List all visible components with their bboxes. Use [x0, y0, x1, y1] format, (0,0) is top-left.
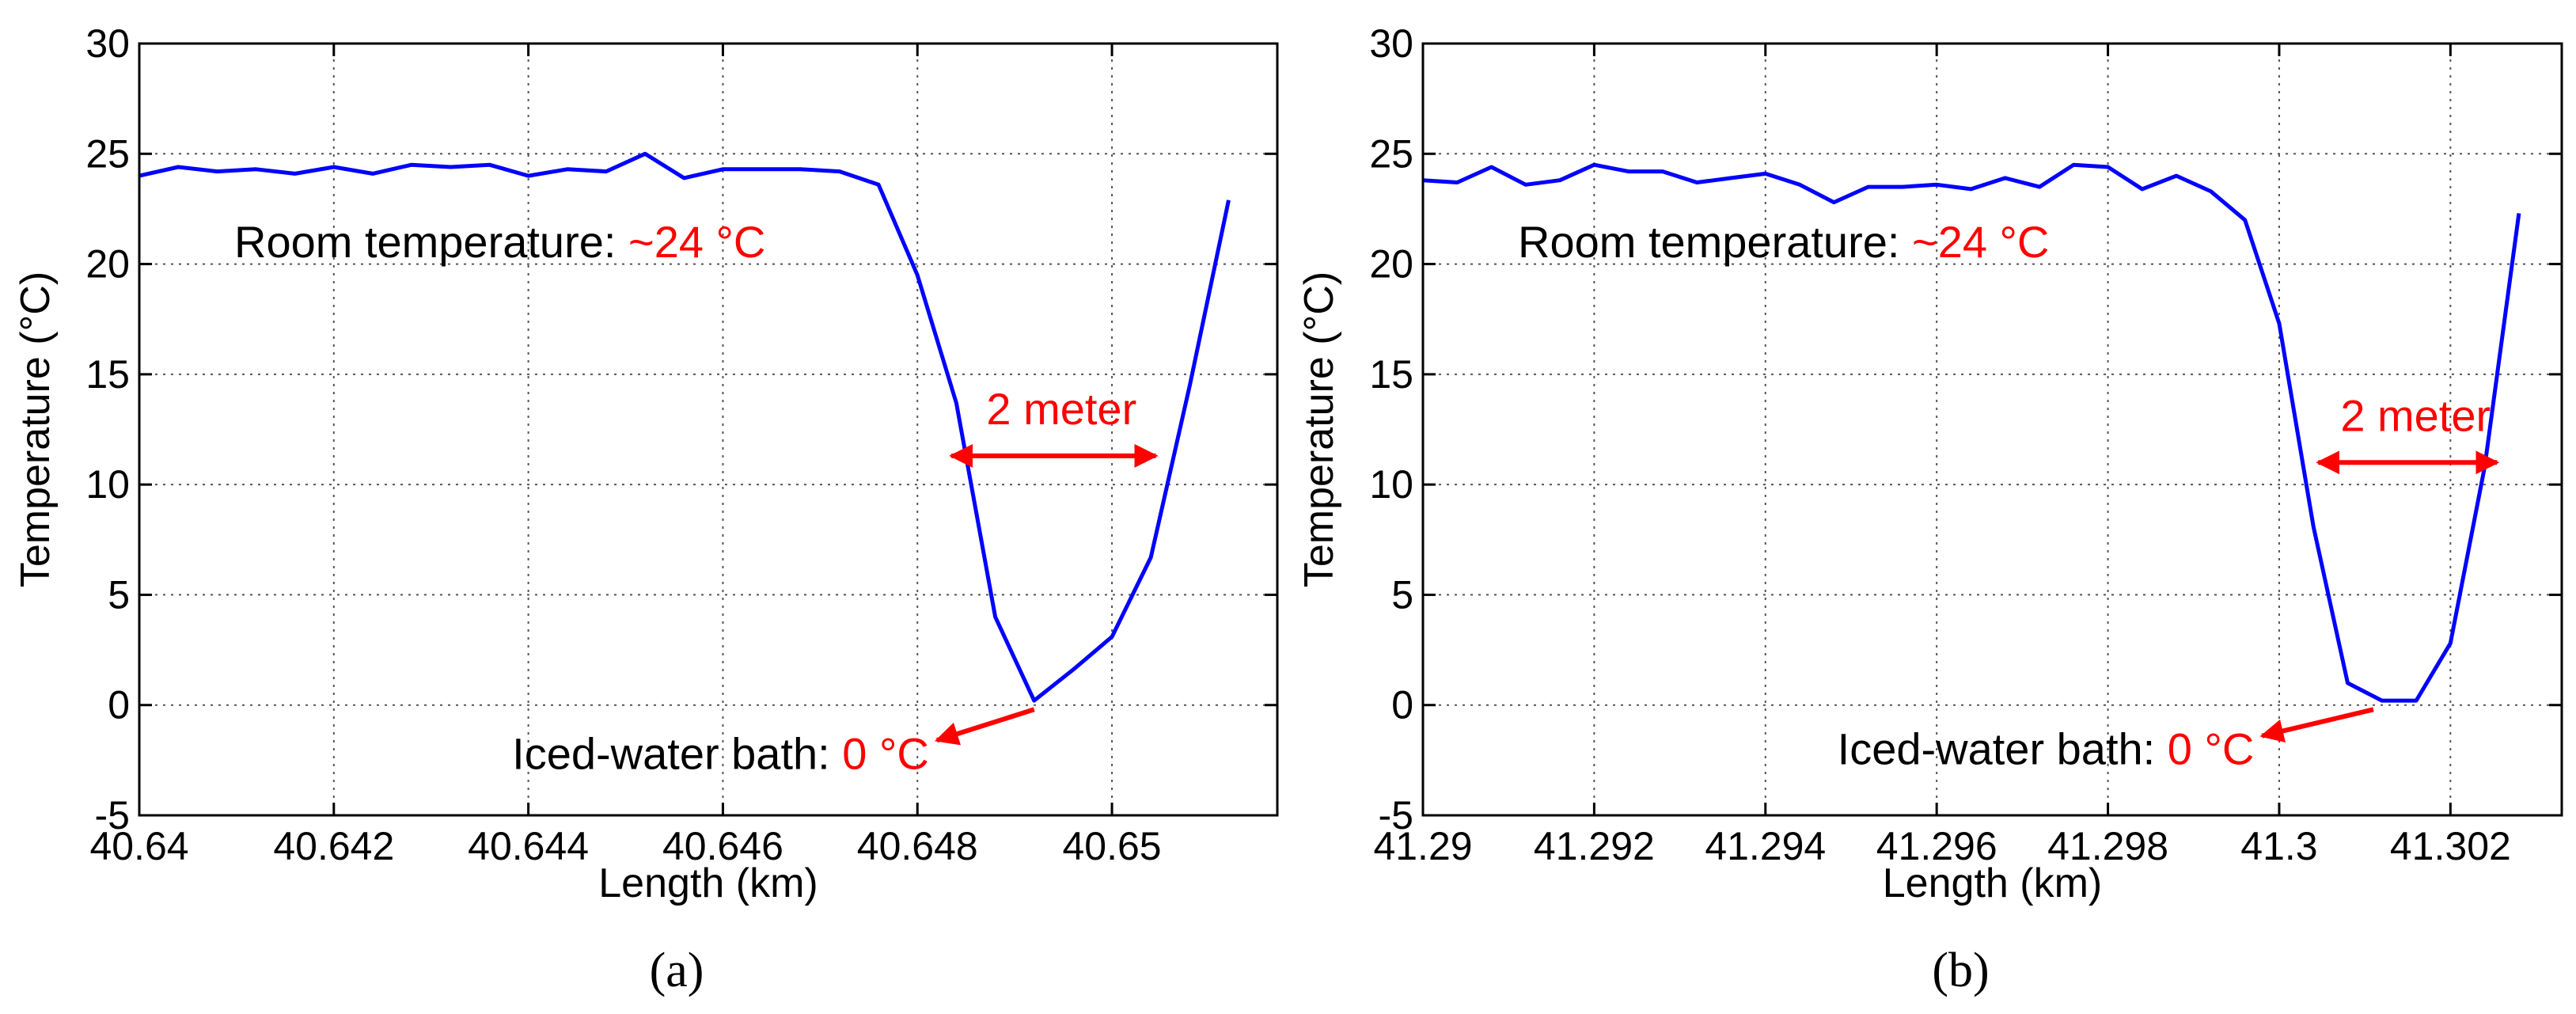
y-axis-label: Temperature (°C) [13, 272, 59, 587]
y-tick-label: 20 [1369, 242, 1413, 287]
x-tick-label: 40.644 [468, 824, 589, 868]
x-tick-label: 41.3 [2240, 824, 2317, 868]
axes-box [1421, 42, 2563, 817]
width-annotation: 2 meter [986, 384, 1136, 434]
room-temperature-annotation: Room temperature: ~24 °C [1518, 217, 2049, 267]
y-tick-label: -5 [1379, 793, 1413, 837]
x-tick-label: 40.65 [1062, 824, 1161, 868]
bath-label: Iced-water bath: [512, 728, 842, 778]
plot-area [1423, 44, 2562, 815]
y-tick-label: 5 [1391, 572, 1413, 617]
bath-annotation: Iced-water bath: 0 °C [512, 728, 929, 778]
bath-arrow [934, 707, 1035, 746]
x-tick-label: 41.29 [1373, 824, 1472, 868]
y-axis-label: Temperature (°C) [1296, 272, 1342, 587]
x-tick-label: 40.642 [273, 824, 394, 868]
y-tick-label: 0 [108, 683, 130, 727]
y-tick-label: 25 [85, 131, 130, 176]
panel-label: (b) [1932, 944, 1989, 997]
x-tick-label: 41.294 [1705, 824, 1826, 868]
room-temperature-value: ~24 °C [628, 217, 765, 267]
bath-arrow [2259, 707, 2374, 743]
y-tick-label: 15 [1369, 352, 1413, 397]
room-temperature-value: ~24 °C [1912, 217, 2049, 267]
x-tick-label: 41.302 [2390, 824, 2511, 868]
bath-label: Iced-water bath: [1838, 724, 2168, 774]
x-axis-label: Length (km) [598, 860, 818, 906]
temperature-series-line [1422, 162, 2521, 703]
room-temperature-label: Room temperature: [234, 217, 628, 267]
y-tick-label: 25 [1369, 131, 1413, 176]
temperature-series-line [138, 151, 1231, 703]
room-temperature-annotation: Room temperature: ~24 °C [234, 217, 765, 267]
y-tick-label: 0 [1391, 683, 1413, 727]
y-tick-label: 15 [85, 352, 130, 397]
y-tick-label: 30 [1369, 21, 1413, 66]
x-tick-label: 40.648 [857, 824, 978, 868]
y-tick-label: -5 [95, 793, 130, 837]
bath-annotation: Iced-water bath: 0 °C [1838, 724, 2255, 774]
bath-value: 0 °C [842, 728, 929, 778]
room-temperature-label: Room temperature: [1518, 217, 1912, 267]
axes-box [138, 42, 1279, 817]
y-tick-label: 10 [1369, 462, 1413, 507]
chart-panel-a: 40.64 40.642 40.644 40.646 40.648 40.65 -5 0 5 10… [13, 21, 1279, 997]
y-tick-label: 30 [85, 21, 130, 66]
chart-panel-b: 41.29 41.292 41.294 41.296 41.298 41.3 41.302 -… [1296, 21, 2563, 997]
x-tick-label: 40.646 [662, 824, 783, 868]
y-tick-label: 5 [108, 572, 130, 617]
x-tick-label: 41.292 [1534, 824, 1655, 868]
x-tick-label: 41.298 [2047, 824, 2168, 868]
x-tick-label: 41.296 [1876, 824, 1997, 868]
y-tick-label: 20 [85, 242, 130, 287]
panel-label: (a) [650, 944, 704, 997]
width-annotation: 2 meter [2340, 390, 2491, 440]
bath-value: 0 °C [2168, 724, 2255, 774]
y-tick-label: 10 [85, 462, 130, 507]
x-axis-label: Length (km) [1883, 860, 2102, 906]
x-tick-label: 40.64 [89, 824, 188, 868]
